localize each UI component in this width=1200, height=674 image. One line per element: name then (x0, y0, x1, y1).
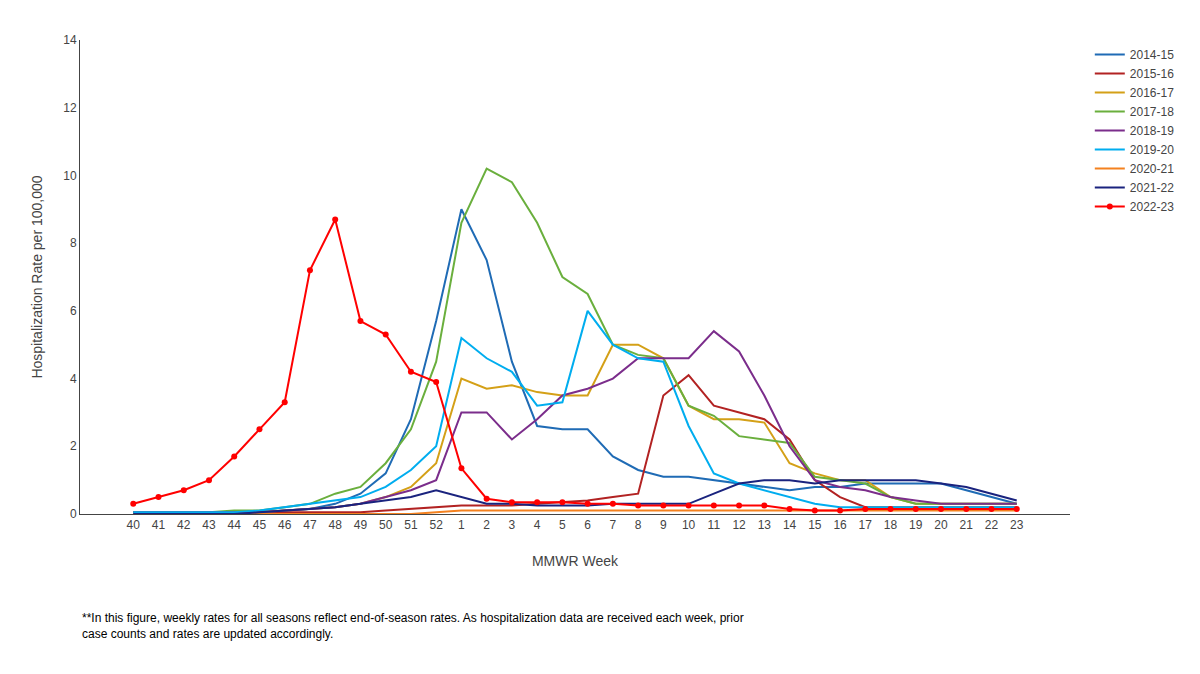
svg-text:10: 10 (63, 169, 77, 183)
svg-text:10: 10 (682, 518, 696, 532)
svg-text:14: 14 (63, 33, 77, 47)
svg-text:46: 46 (278, 518, 292, 532)
svg-text:52: 52 (429, 518, 443, 532)
svg-text:8: 8 (70, 236, 77, 250)
svg-text:2022-23: 2022-23 (1130, 200, 1174, 214)
svg-text:3: 3 (509, 518, 516, 532)
svg-text:17: 17 (859, 518, 873, 532)
svg-text:9: 9 (660, 518, 667, 532)
svg-text:0: 0 (70, 507, 77, 521)
svg-text:2020-21: 2020-21 (1130, 162, 1174, 176)
svg-text:1: 1 (458, 518, 465, 532)
svg-text:50: 50 (379, 518, 393, 532)
svg-text:45: 45 (253, 518, 267, 532)
svg-text:16: 16 (833, 518, 847, 532)
svg-text:13: 13 (758, 518, 772, 532)
svg-text:14: 14 (783, 518, 797, 532)
svg-text:23: 23 (1010, 518, 1024, 532)
svg-text:12: 12 (732, 518, 746, 532)
svg-text:2: 2 (70, 439, 77, 453)
svg-text:2014-15: 2014-15 (1130, 48, 1174, 62)
svg-text:43: 43 (202, 518, 216, 532)
svg-text:12: 12 (63, 101, 77, 115)
svg-text:48: 48 (329, 518, 343, 532)
svg-text:**In this figure, weekly rates: **In this figure, weekly rates for all s… (82, 611, 744, 641)
svg-text:2018-19: 2018-19 (1130, 124, 1174, 138)
svg-text:MMWR Week: MMWR Week (532, 553, 619, 569)
svg-text:15: 15 (808, 518, 822, 532)
svg-text:11: 11 (708, 518, 721, 532)
svg-text:41: 41 (152, 518, 166, 532)
svg-text:22: 22 (985, 518, 999, 532)
svg-text:51: 51 (404, 518, 418, 532)
svg-text:47: 47 (303, 518, 317, 532)
svg-text:42: 42 (177, 518, 191, 532)
svg-text:2017-18: 2017-18 (1130, 105, 1174, 119)
svg-text:2015-16: 2015-16 (1130, 67, 1174, 81)
svg-text:8: 8 (635, 518, 642, 532)
svg-text:21: 21 (960, 518, 974, 532)
svg-text:7: 7 (610, 518, 617, 532)
svg-text:4: 4 (534, 518, 541, 532)
svg-text:49: 49 (354, 518, 368, 532)
svg-text:40: 40 (127, 518, 141, 532)
svg-text:19: 19 (909, 518, 923, 532)
svg-text:20: 20 (934, 518, 948, 532)
svg-text:2019-20: 2019-20 (1130, 143, 1174, 157)
svg-text:5: 5 (559, 518, 566, 532)
svg-text:6: 6 (70, 304, 77, 318)
svg-text:44: 44 (228, 518, 242, 532)
svg-text:18: 18 (884, 518, 898, 532)
svg-text:2016-17: 2016-17 (1130, 86, 1174, 100)
svg-text:2021-22: 2021-22 (1130, 181, 1174, 195)
svg-text:6: 6 (584, 518, 591, 532)
svg-text:4: 4 (70, 372, 77, 386)
svg-text:Hospitalization Rate per 100,0: Hospitalization Rate per 100,000 (29, 175, 45, 378)
svg-text:2: 2 (483, 518, 490, 532)
